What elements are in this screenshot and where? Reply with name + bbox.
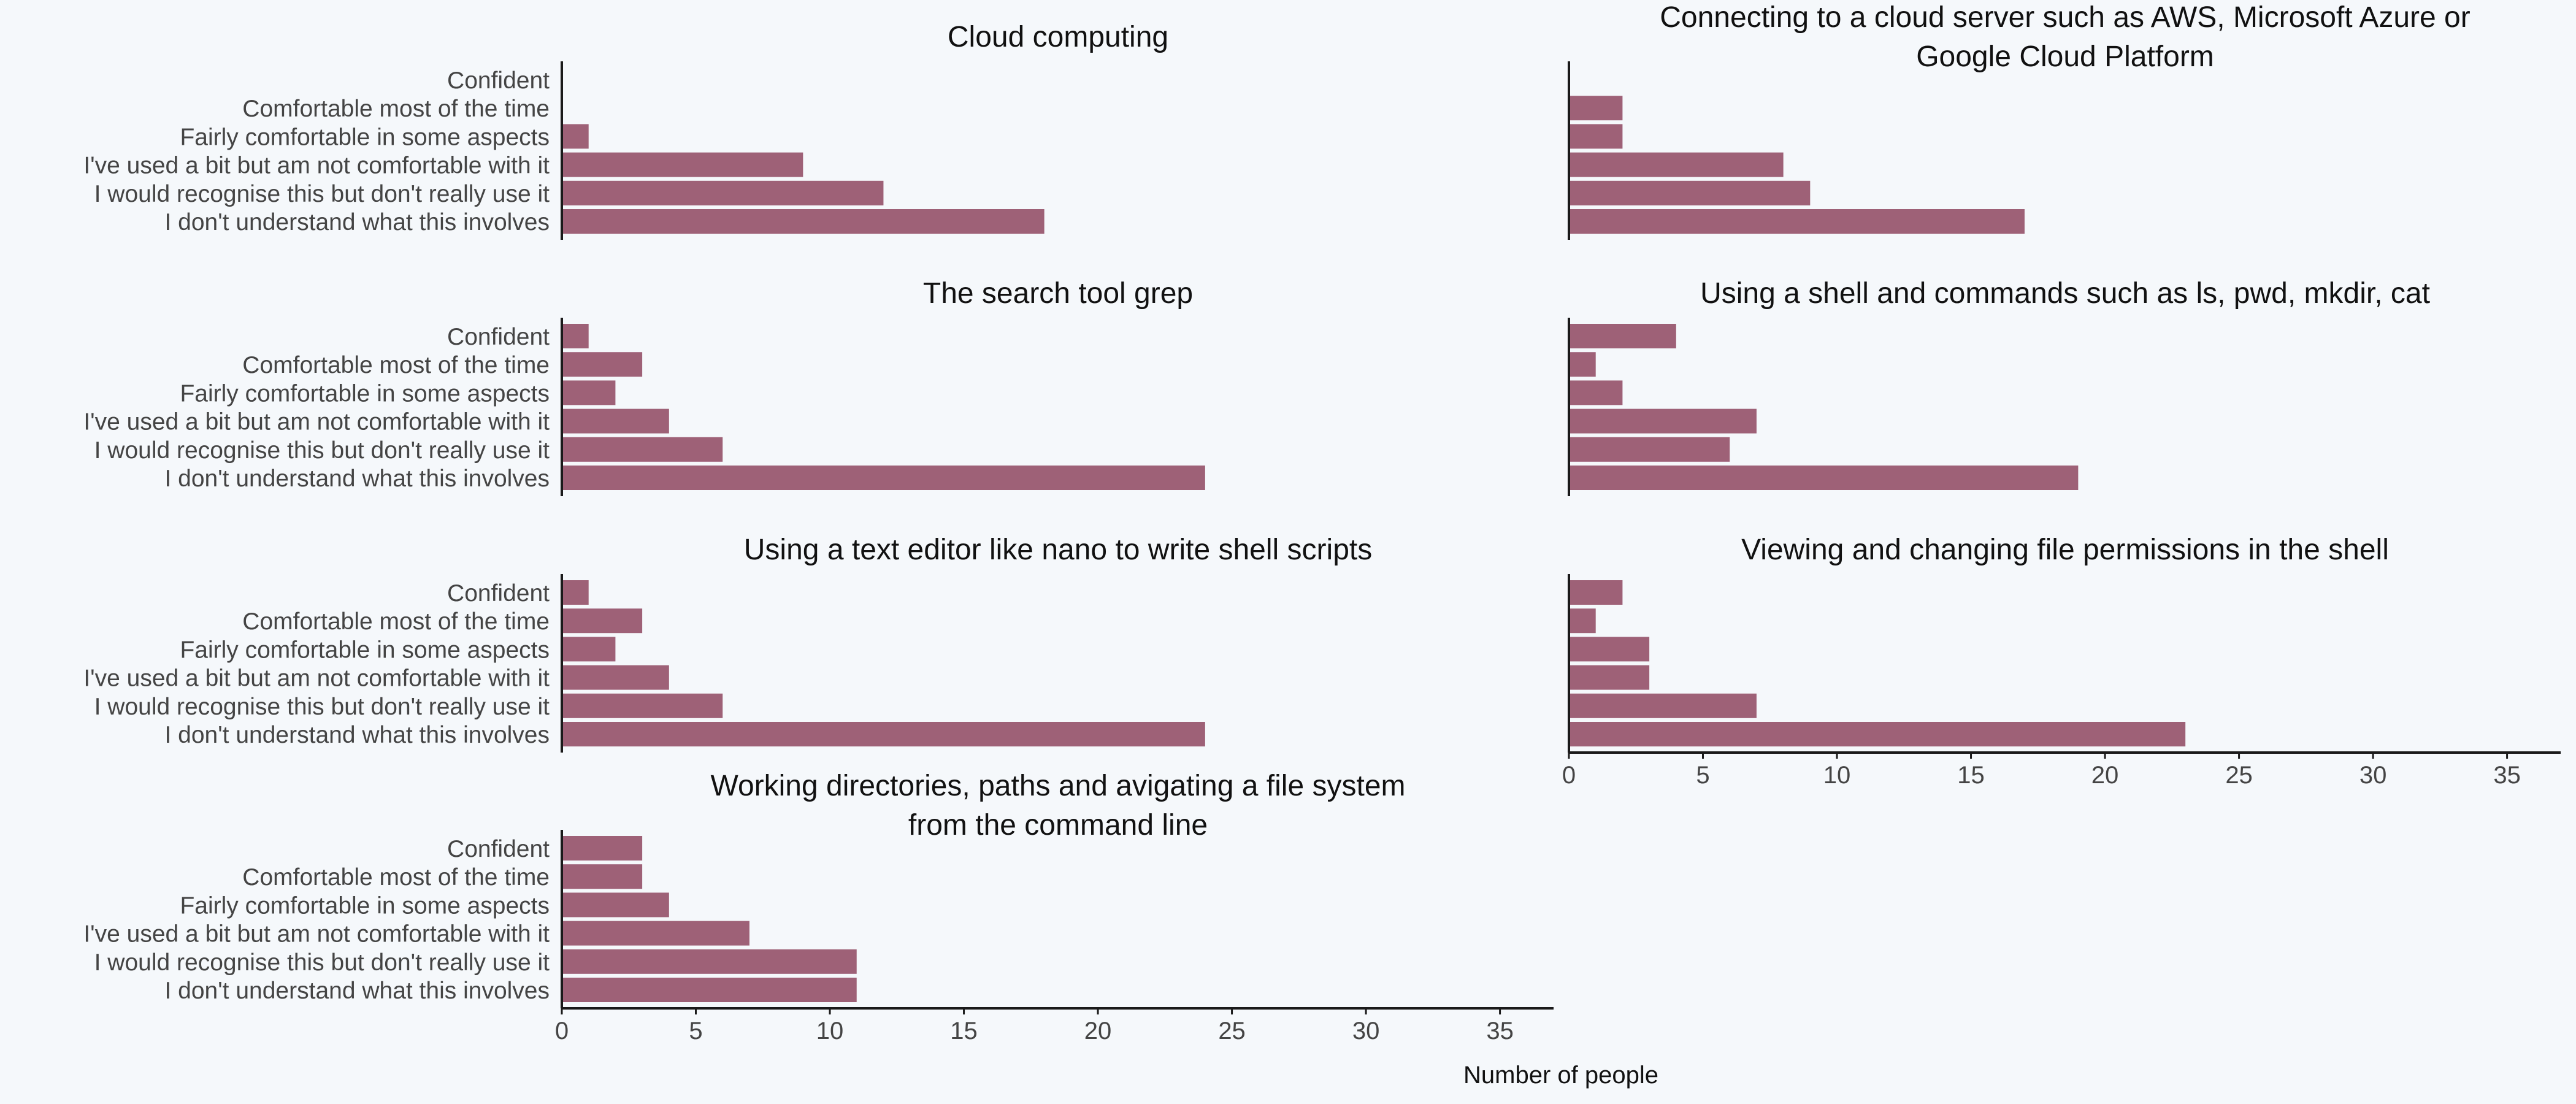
panel-title: The search tool grep	[923, 277, 1193, 310]
x-tick-label: 5	[689, 1018, 702, 1045]
category-label: I've used a bit but am not comfortable w…	[83, 665, 550, 692]
facet-panel: The search tool grep ConfidentComfortable…	[83, 277, 1205, 496]
x-tick-label: 0	[555, 1018, 569, 1045]
bar	[562, 949, 857, 974]
x-tick-label: 15	[1957, 762, 1985, 789]
category-label: I've used a bit but am not comfortable w…	[83, 921, 550, 948]
bar	[1569, 693, 1757, 718]
category-label: I would recognise this but don't really …	[94, 437, 550, 464]
x-tick-label: 30	[2359, 762, 2387, 789]
x-tick-label: 30	[1352, 1018, 1380, 1045]
x-tick-label: 0	[1562, 762, 1576, 789]
bar	[562, 637, 616, 662]
facet-panel: Viewing and changing file permissions in…	[1562, 534, 2561, 789]
bar	[562, 466, 1205, 490]
bar	[1569, 324, 1676, 348]
bar	[562, 437, 723, 462]
category-label: Comfortable most of the time	[242, 608, 550, 635]
x-tick-label: 20	[2091, 762, 2119, 789]
category-label: Confident	[447, 324, 550, 350]
x-tick-label: 10	[1823, 762, 1851, 789]
x-axis-label: Number of people	[1463, 1062, 1658, 1089]
bar	[1569, 209, 2025, 234]
category-label: Fairly comfortable in some aspects	[180, 892, 550, 919]
bar	[1569, 722, 2186, 746]
bar	[1569, 152, 1784, 177]
bar	[1569, 637, 1650, 662]
bar	[562, 722, 1205, 746]
bar	[1569, 580, 1623, 605]
category-label: I would recognise this but don't really …	[94, 694, 550, 720]
category-label: I don't understand what this involves	[165, 209, 550, 236]
bar	[562, 665, 669, 690]
panel-title: Working directories, paths and avigating…	[711, 770, 1406, 802]
bar	[562, 921, 749, 946]
category-label: Comfortable most of the time	[242, 96, 550, 122]
bar	[1569, 352, 1596, 377]
bar	[562, 124, 589, 149]
facet-panel: Connecting to a cloud server such as AWS…	[1568, 1, 2471, 240]
bar	[562, 152, 803, 177]
bar	[1569, 466, 2079, 490]
panel-title: Using a text editor like nano to write s…	[744, 534, 1372, 566]
facet-panel: Using a text editor like nano to write s…	[83, 534, 1372, 753]
x-tick-label: 10	[816, 1018, 844, 1045]
panel-title: Viewing and changing file permissions in…	[1741, 534, 2389, 566]
bar	[1569, 665, 1650, 690]
panel-title: Google Cloud Platform	[1916, 40, 2214, 73]
bar	[562, 580, 589, 605]
category-label: I don't understand what this involves	[165, 722, 550, 748]
bar	[562, 408, 669, 434]
bar	[562, 324, 589, 348]
facet-panel: Working directories, paths and avigating…	[83, 770, 1554, 1045]
category-label: Comfortable most of the time	[242, 864, 550, 891]
x-tick-label: 35	[1486, 1018, 1514, 1045]
bar	[1569, 408, 1757, 434]
panel-title: Cloud computing	[948, 21, 1168, 53]
category-label: I don't understand what this involves	[165, 978, 550, 1004]
x-tick-label: 5	[1696, 762, 1709, 789]
panel-title: Connecting to a cloud server such as AWS…	[1660, 1, 2470, 34]
bar	[562, 352, 643, 377]
bar	[562, 864, 643, 889]
panel-title: Using a shell and commands such as ls, p…	[1700, 277, 2430, 310]
bar	[1569, 96, 1623, 121]
category-label: Fairly comfortable in some aspects	[180, 380, 550, 407]
bar	[562, 608, 643, 634]
bar	[562, 180, 884, 205]
category-label: Confident	[447, 580, 550, 607]
bar	[562, 978, 857, 1002]
bar	[562, 836, 643, 861]
bar	[1569, 180, 1811, 205]
category-label: I've used a bit but am not comfortable w…	[83, 153, 550, 179]
x-tick-label: 35	[2493, 762, 2521, 789]
bar	[1569, 124, 1623, 149]
category-label: I've used a bit but am not comfortable w…	[83, 409, 550, 435]
bar	[1569, 437, 1730, 462]
category-label: I would recognise this but don't really …	[94, 181, 550, 207]
x-tick-label: 20	[1084, 1018, 1112, 1045]
category-label: Fairly comfortable in some aspects	[180, 637, 550, 663]
category-label: Fairly comfortable in some aspects	[180, 124, 550, 150]
category-label: I don't understand what this involves	[165, 466, 550, 492]
bar	[562, 209, 1045, 234]
bar	[562, 892, 669, 918]
bar	[1569, 380, 1623, 405]
facet-panel: Using a shell and commands such as ls, p…	[1568, 277, 2430, 496]
category-label: I would recognise this but don't really …	[94, 949, 550, 976]
category-label: Comfortable most of the time	[242, 352, 550, 378]
x-tick-label: 25	[2225, 762, 2253, 789]
x-tick-label: 15	[950, 1018, 978, 1045]
category-label: Confident	[447, 836, 550, 862]
bar	[562, 380, 616, 405]
bar	[1569, 608, 1596, 634]
x-tick-label: 25	[1218, 1018, 1246, 1045]
bar	[562, 693, 723, 718]
category-label: Confident	[447, 67, 550, 94]
panel-title: from the command line	[908, 809, 1208, 841]
